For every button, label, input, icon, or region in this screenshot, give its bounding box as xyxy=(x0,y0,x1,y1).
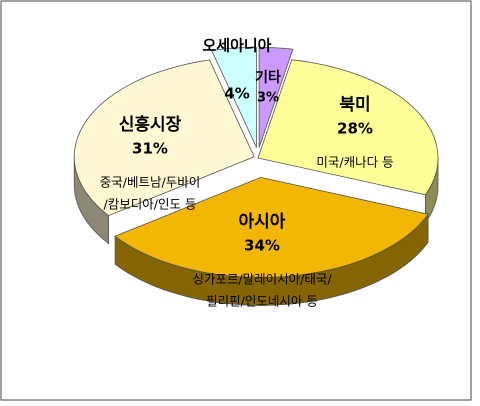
category-label: 기타 xyxy=(255,70,281,86)
category-label: 신흥시장 xyxy=(119,114,182,135)
value-label: 3% xyxy=(257,91,279,106)
slice xyxy=(258,47,294,148)
description: 미국/캐나다 등 xyxy=(316,155,393,170)
description: /캄보디아/인도 등 xyxy=(104,197,197,212)
description: 필리핀/인도네시아 등 xyxy=(206,294,318,309)
category-label: 오세아니아 xyxy=(202,37,271,55)
pie xyxy=(73,47,439,306)
slice xyxy=(114,176,429,278)
value-label: 28% xyxy=(337,120,373,138)
description: 싱가포르/말레이시아/태국/ xyxy=(192,272,332,287)
category-label: 아시아 xyxy=(239,212,286,232)
category-label: 북미 xyxy=(339,95,370,115)
value-label: 31% xyxy=(132,140,168,158)
value-label: 4% xyxy=(224,85,249,103)
description: 중국/베트남/두바이 xyxy=(100,175,200,190)
slice xyxy=(257,59,439,196)
value-label: 34% xyxy=(244,237,280,255)
slice xyxy=(73,59,255,217)
slice xyxy=(211,47,257,148)
